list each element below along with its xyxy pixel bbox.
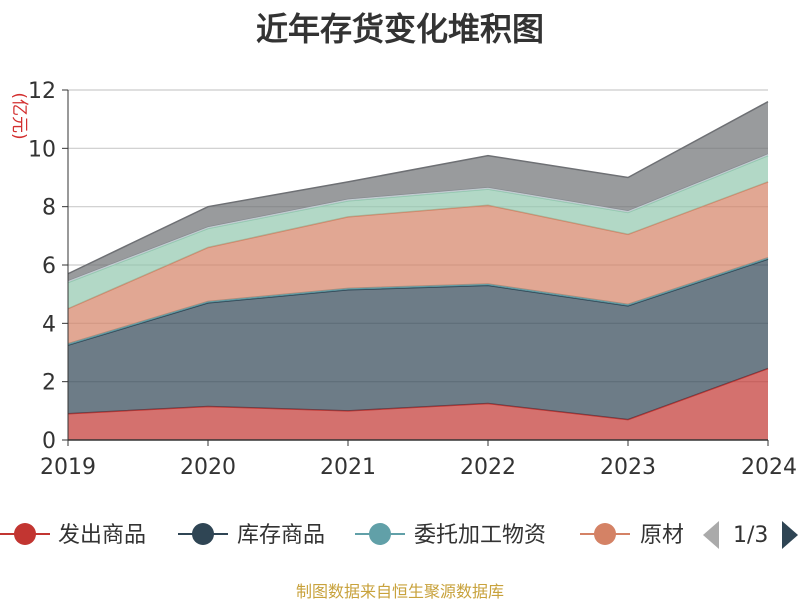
legend-label: 发出商品 <box>58 523 146 548</box>
x-tick-label: 2021 <box>320 455 376 480</box>
legend-item-fachu[interactable]: 发出商品 <box>0 523 146 548</box>
y-tick-label: 4 <box>42 312 56 337</box>
y-tick-label: 8 <box>42 196 56 221</box>
area-series-6[interactable] <box>68 101 768 282</box>
y-tick-label: 6 <box>42 254 56 279</box>
legend-item-kucun[interactable]: 库存商品 <box>178 523 325 548</box>
area-series-0[interactable] <box>68 368 768 440</box>
x-tick-label: 2020 <box>180 455 236 480</box>
legend-label: 委托加工物资 <box>414 523 546 548</box>
area-series-3[interactable] <box>68 181 768 344</box>
source-note: 制图数据来自恒生聚源数据库 <box>295 582 504 601</box>
legend-page-indicator: 1/3 <box>733 523 768 548</box>
legend-next-page-icon[interactable] <box>782 521 798 549</box>
x-tick-label: 2022 <box>460 455 516 480</box>
y-tick-label: 10 <box>28 137 56 162</box>
y-tick-label: 0 <box>42 429 56 454</box>
legend: 发出商品 库存商品 委托加工物资 原材 1/3 <box>0 521 798 549</box>
area-series-1[interactable] <box>68 259 768 420</box>
axis-layer: 0 2 4 6 8 10 12 2019 2020 2021 2022 2023 2024 <box>28 79 797 480</box>
y-axis-label: (亿元) <box>9 92 29 139</box>
y-tick-label: 12 <box>28 79 56 104</box>
area-series-4[interactable] <box>68 155 768 309</box>
legend-item-weituo[interactable]: 委托加工物资 <box>355 523 546 548</box>
chart-title: 近年存货变化堆积图 <box>255 10 544 48</box>
y-tick-label: 2 <box>42 371 56 396</box>
legend-prev-page-icon[interactable] <box>703 521 719 549</box>
legend-item-yuancailiao[interactable]: 原材 <box>580 523 684 548</box>
area-layer <box>67 101 769 440</box>
x-tick-label: 2024 <box>741 455 797 480</box>
area-line-6 <box>67 101 769 275</box>
x-tick-label: 2019 <box>40 455 96 480</box>
legend-label: 库存商品 <box>237 523 325 548</box>
x-tick-label: 2023 <box>600 455 656 480</box>
legend-label: 原材 <box>640 523 684 548</box>
